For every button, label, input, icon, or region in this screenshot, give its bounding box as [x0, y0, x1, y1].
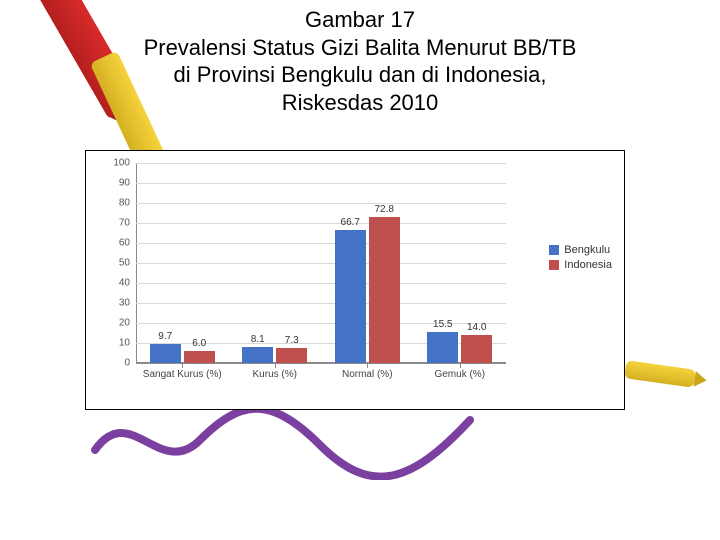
bar-bengkulu: 66.7	[335, 230, 366, 363]
bar-bengkulu: 9.7	[150, 344, 181, 363]
bar-bengkulu: 15.5	[427, 332, 458, 363]
bar-value-label: 6.0	[192, 338, 206, 349]
bar-value-label: 7.3	[285, 335, 299, 346]
y-tick-label: 70	[100, 218, 130, 229]
plot-area: 01020304050607080901009.76.0Sangat Kurus…	[136, 163, 506, 363]
bar-indonesia: 72.8	[369, 217, 400, 363]
gridline	[136, 203, 506, 204]
bar-value-label: 8.1	[251, 334, 265, 345]
y-tick-label: 20	[100, 318, 130, 329]
bar-bengkulu: 8.1	[242, 347, 273, 363]
y-tick-label: 0	[100, 358, 130, 369]
legend-swatch	[549, 260, 559, 270]
category-label: Kurus (%)	[235, 363, 315, 381]
y-tick-label: 30	[100, 298, 130, 309]
y-tick-label: 80	[100, 198, 130, 209]
legend-item: Bengkulu	[549, 244, 612, 256]
title-line-4: Riskesdas 2010	[0, 89, 720, 117]
category-label: Gemuk (%)	[420, 363, 500, 381]
category-label: Sangat Kurus (%)	[142, 363, 222, 381]
legend-label: Indonesia	[564, 259, 612, 271]
y-tick-label: 40	[100, 278, 130, 289]
bar-indonesia: 6.0	[184, 351, 215, 363]
bar-indonesia: 14.0	[461, 335, 492, 363]
legend-label: Bengkulu	[564, 244, 610, 256]
y-tick-label: 50	[100, 258, 130, 269]
gridline	[136, 243, 506, 244]
y-tick-label: 90	[100, 178, 130, 189]
gridline	[136, 183, 506, 184]
title-line-1: Gambar 17	[0, 6, 720, 34]
y-tick-label: 100	[100, 158, 130, 169]
gridline	[136, 283, 506, 284]
y-tick-label: 10	[100, 338, 130, 349]
chart-legend: Bengkulu Indonesia	[549, 241, 612, 274]
title-line-2: Prevalensi Status Gizi Balita Menurut BB…	[0, 34, 720, 62]
title-line-3: di Provinsi Bengkulu dan di Indonesia,	[0, 61, 720, 89]
gridline	[136, 163, 506, 164]
gridline	[136, 303, 506, 304]
bar-value-label: 15.5	[433, 319, 452, 330]
prevalence-chart: 01020304050607080901009.76.0Sangat Kurus…	[85, 150, 625, 410]
bar-value-label: 72.8	[375, 204, 394, 215]
bar-value-label: 14.0	[467, 322, 486, 333]
legend-item: Indonesia	[549, 259, 612, 271]
gridline	[136, 263, 506, 264]
bar-value-label: 9.7	[158, 331, 172, 342]
gridline	[136, 223, 506, 224]
squiggle-path	[95, 409, 470, 477]
bar-indonesia: 7.3	[276, 348, 307, 363]
y-tick-label: 60	[100, 238, 130, 249]
crayon-small-yellow	[624, 360, 696, 388]
slide-title: Gambar 17 Prevalensi Status Gizi Balita …	[0, 6, 720, 116]
category-label: Normal (%)	[327, 363, 407, 381]
bar-value-label: 66.7	[341, 217, 360, 228]
legend-swatch	[549, 245, 559, 255]
